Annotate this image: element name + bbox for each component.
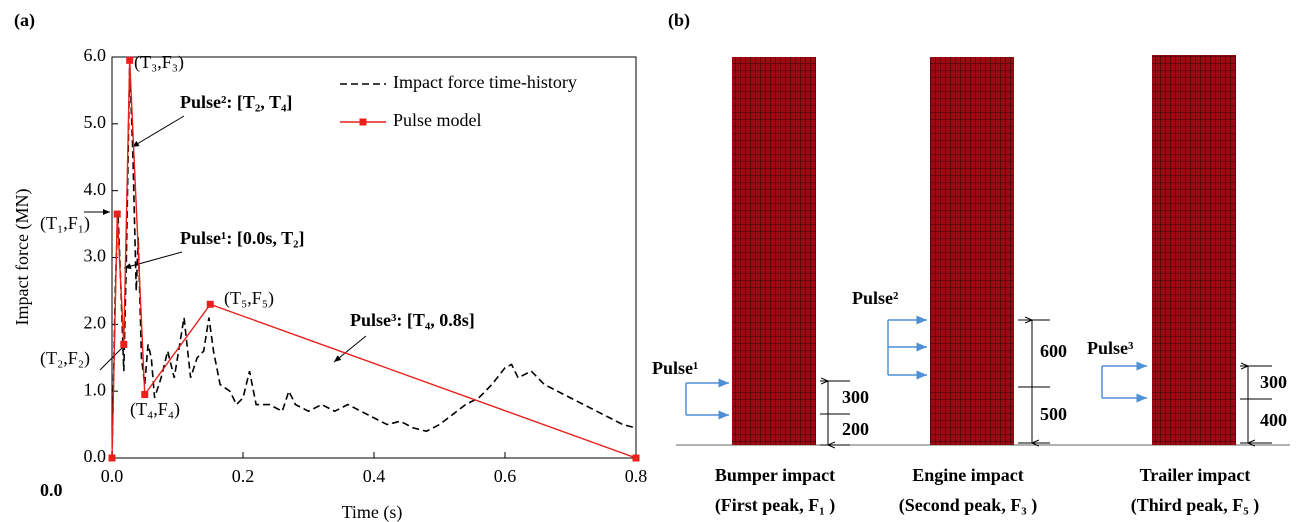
pulse-label: Pulse¹ [652,358,698,378]
column [1152,55,1236,445]
marker [114,211,121,218]
chart-a: Time (s) Impact force (MN) (T₃,F₃) Pulse… [12,45,647,522]
column-title: Trailer impact [1140,465,1251,485]
y-tick-label: 6.0 [84,45,107,65]
annotation: Pulse¹: [0.0s, T₂] [180,228,304,248]
y-axis-label: Impact force (MN) [12,189,33,326]
column [930,57,1014,445]
dimension-label: 300 [842,387,869,407]
column-subtitle: (Second peak, F₃ ) [899,495,1037,516]
y-tick-label: 1.0 [84,379,107,399]
column-subtitle: (First peak, F₁ ) [715,495,835,516]
legend-label: Impact force time-history [393,72,577,92]
x-tick-label: 0.0 [101,466,124,486]
arrow [124,252,182,268]
dimension-label: 300 [1260,372,1287,392]
column [732,57,816,445]
x-tick-label: 0.6 [494,466,517,486]
marker [120,341,127,348]
annotation: (T₅,F₅) [224,288,274,309]
y-tick-label: 2.0 [84,312,107,332]
annotation: (T₄,F₄) [130,399,180,420]
series-line [112,60,636,458]
annotation: (T₂,F₂) [40,348,90,369]
pulse-label: Pulse³ [1087,338,1134,358]
figure: (a) (b) Time (s) Impact force (MN) (T₃,F… [0,0,1298,522]
marker [633,455,640,462]
x-tick-label: 0.2 [232,466,255,486]
dimension-label: 600 [1040,341,1067,361]
y-tick-label: 0.0 [84,446,107,466]
legend-marker [360,119,367,126]
series-line [112,64,636,458]
panel-label: (b) [668,10,690,31]
pulse-label: Pulse² [852,288,898,308]
plot-frame [112,57,636,458]
y-tick-label: 5.0 [84,112,107,132]
y-tick-label: 4.0 [84,179,107,199]
annotation: (T₁,F₁) [40,213,90,234]
column-subtitle: (Third peak, F₅ ) [1131,495,1259,516]
dimension-label: 500 [1040,404,1067,424]
dim-ticks [1018,320,1050,443]
legend-label: Pulse model [393,110,482,130]
marker [141,391,148,398]
x-tick-label: 0.4 [363,466,386,486]
marker [207,301,214,308]
diagram-b: Bumper impact (First peak, F₁ ) Engine i… [652,55,1290,516]
x-axis-label: Time (s) [342,502,403,522]
annotation: 0.0 [40,480,63,500]
annotation: (T₃,F₃) [134,52,184,73]
annotation: Pulse²: [T₂, T₄] [180,92,292,112]
dimension-label: 400 [1260,410,1287,430]
marker [126,57,133,64]
annotation: Pulse³: [T₄, 0.8s] [350,310,475,330]
y-tick-label: 3.0 [84,246,107,266]
arrow [132,116,184,147]
x-tick-label: 0.8 [625,466,648,486]
panel-label: (a) [14,10,35,31]
column-title: Bumper impact [715,465,835,485]
column-title: Engine impact [912,465,1024,485]
dimension-label: 200 [842,419,869,439]
marker [109,455,116,462]
